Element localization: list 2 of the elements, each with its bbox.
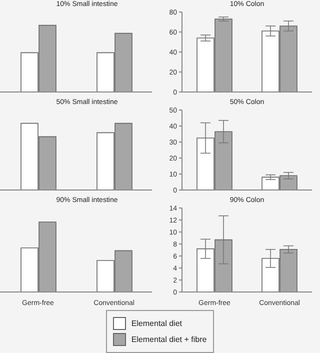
legend-label: Elemental diet + fibre <box>131 335 207 344</box>
legend-label: Elemental diet <box>131 319 182 328</box>
